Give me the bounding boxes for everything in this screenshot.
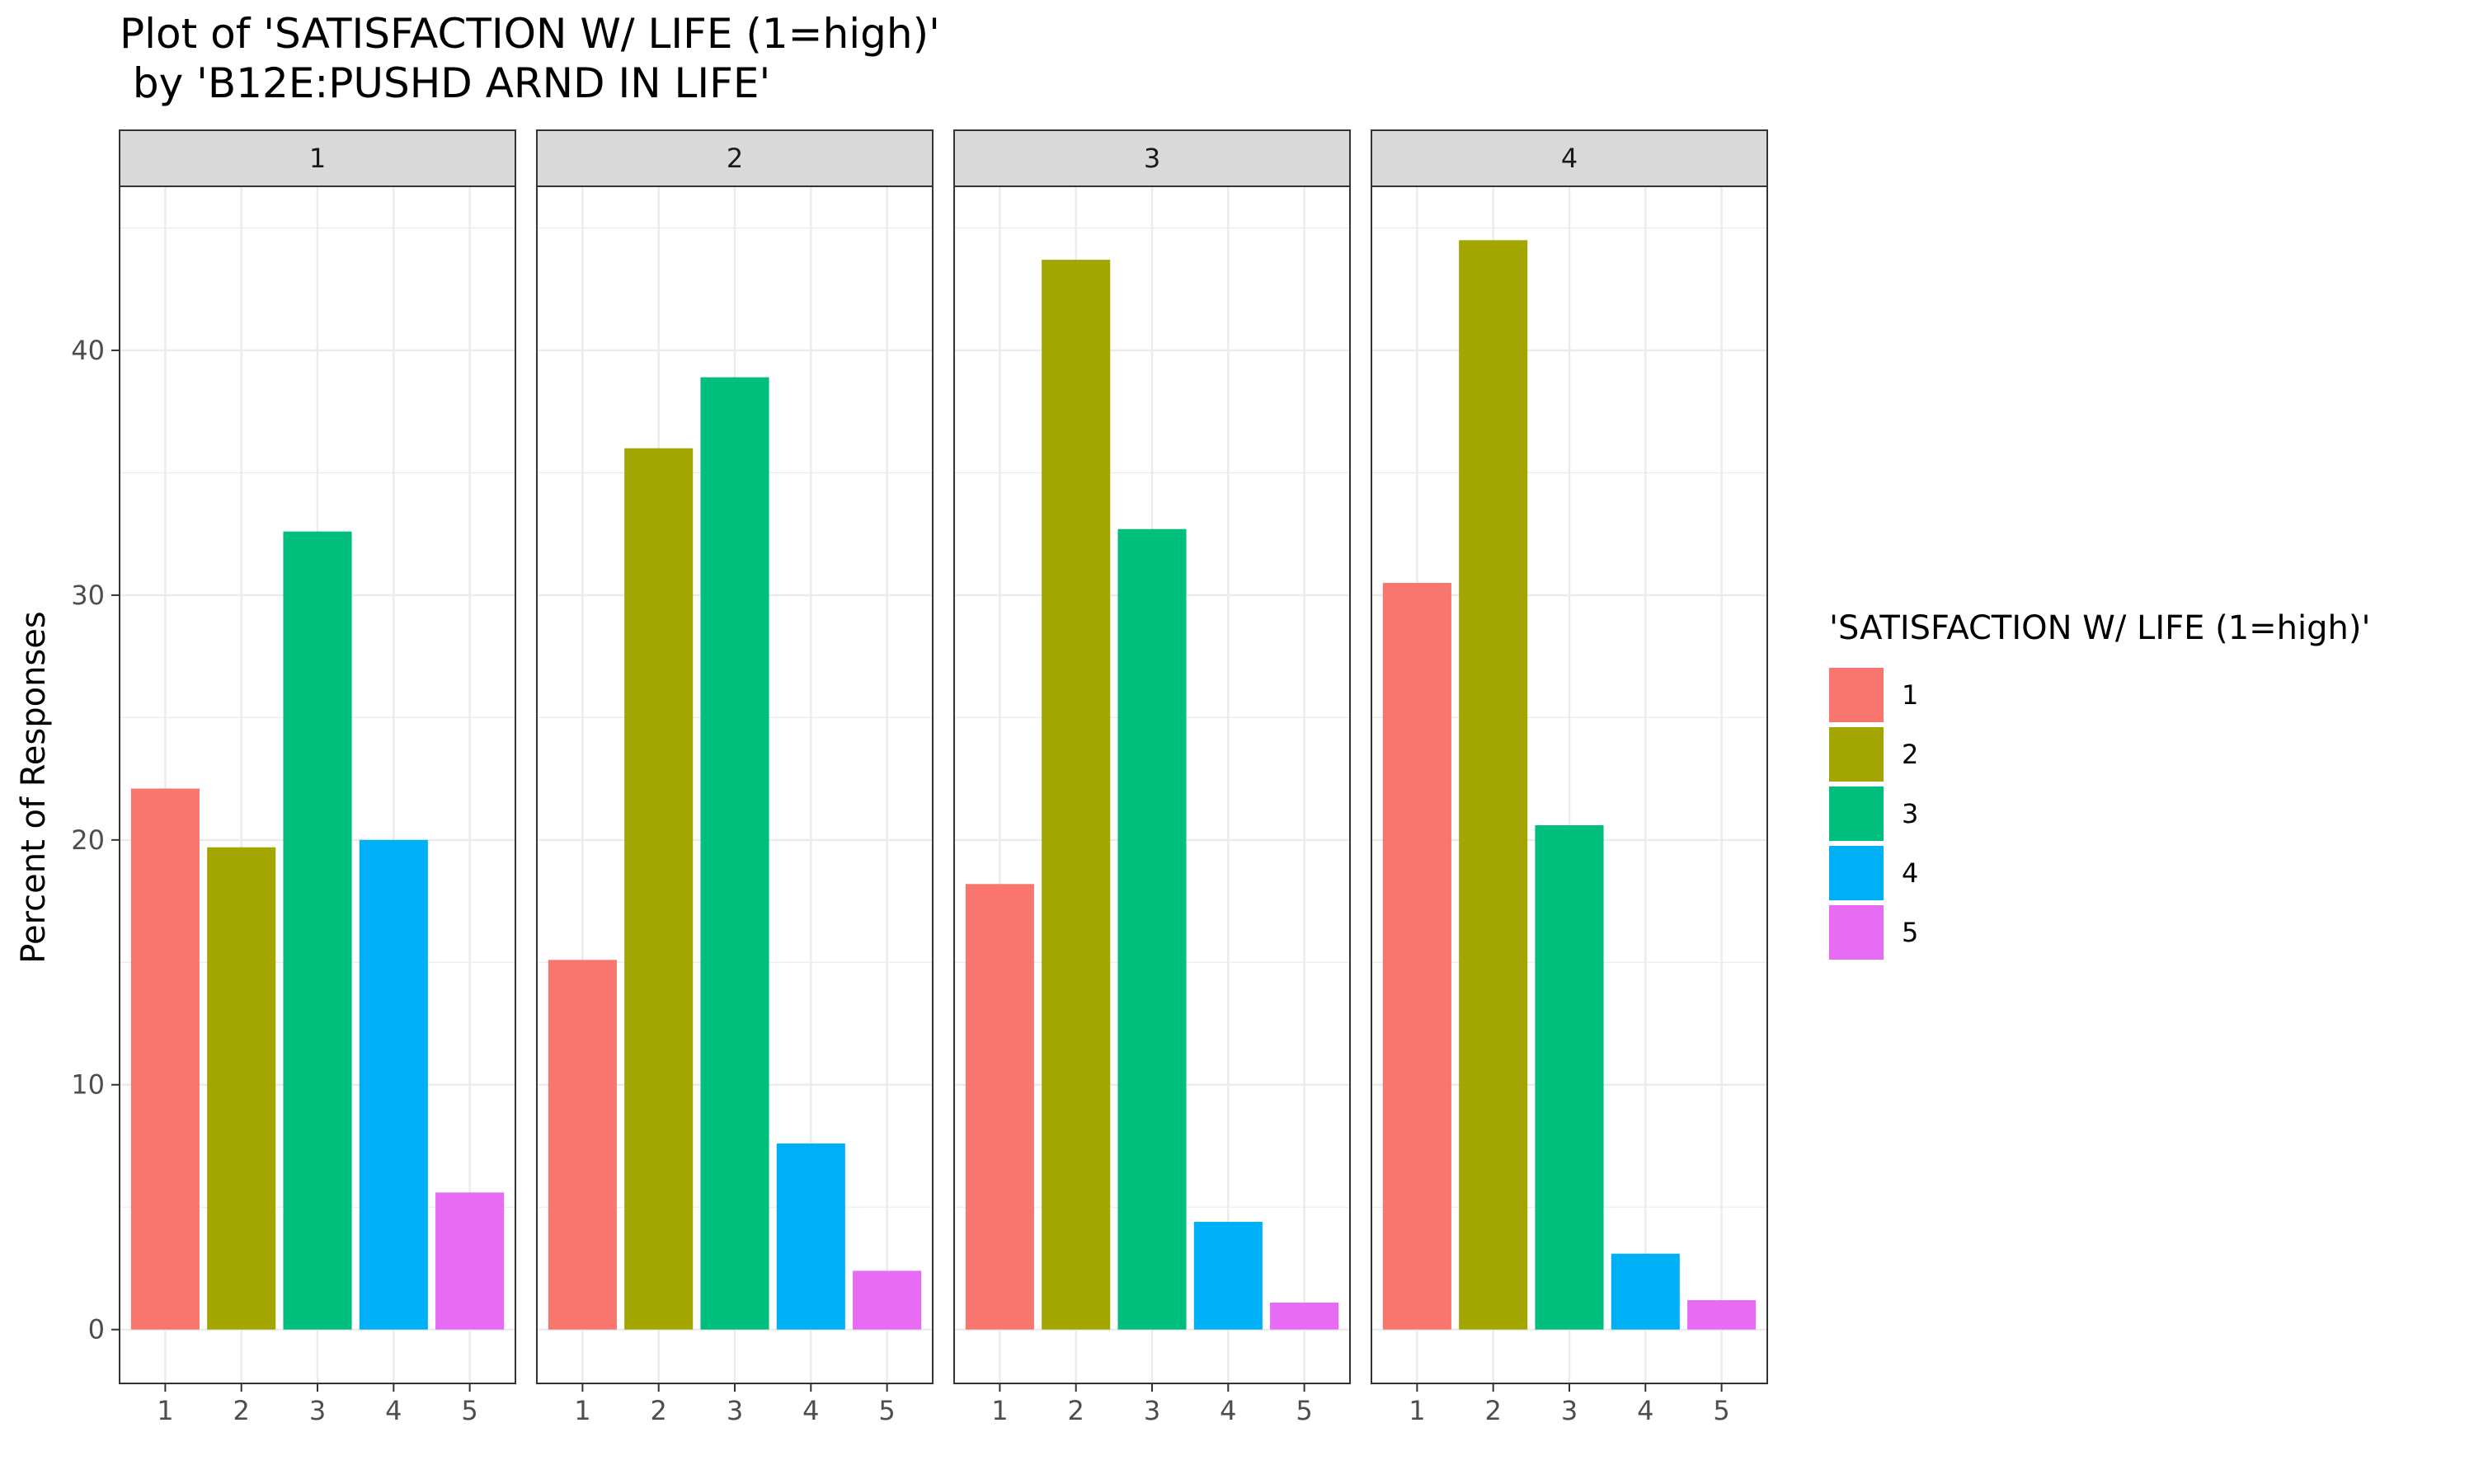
- x-tick-label: 3: [1561, 1395, 1578, 1426]
- bar-panel-2-cat-4: [776, 1144, 845, 1330]
- bar-panel-4-cat-3: [1535, 824, 1604, 1330]
- x-tick-label: 3: [309, 1395, 326, 1426]
- legend-label-4: 4: [1902, 857, 1918, 889]
- bar-panel-2-cat-2: [624, 448, 694, 1330]
- legend-key-5: [1829, 905, 1884, 960]
- legend-label-1: 1: [1902, 679, 1918, 711]
- bar-panel-2-cat-1: [548, 960, 617, 1330]
- y-tick-label: 30: [71, 580, 105, 611]
- legend-label-3: 3: [1902, 798, 1918, 829]
- y-axis: 0 10 20 30 40: [71, 335, 120, 1345]
- bar-panel-2-cat-5: [853, 1270, 922, 1330]
- facet-strip: [953, 129, 1351, 187]
- facet-panel-2: 2 1 2 3 4 5: [536, 129, 934, 1426]
- bar-panel-1-cat-2: [207, 847, 276, 1330]
- legend-label-5: 5: [1902, 917, 1918, 948]
- bar-panel-1-cat-5: [435, 1192, 505, 1330]
- bar-panel-1-cat-3: [283, 531, 352, 1330]
- y-axis-label: Percent of Responses: [15, 611, 53, 963]
- facet-strip: [536, 129, 934, 187]
- bar-panel-3-cat-1: [965, 884, 1034, 1330]
- facet-strip: [1371, 129, 1768, 187]
- x-tick-label: 3: [727, 1395, 743, 1426]
- facet-strip-label: 2: [727, 143, 743, 174]
- y-tick-label: 20: [71, 824, 105, 856]
- y-tick-label: 10: [71, 1069, 105, 1101]
- bar-panel-4-cat-4: [1611, 1253, 1680, 1330]
- y-tick-label: 0: [88, 1314, 105, 1345]
- facet-strip-label: 1: [309, 143, 326, 174]
- bar-panel-2-cat-3: [700, 377, 769, 1330]
- facet-strip-label: 3: [1144, 143, 1160, 174]
- facet-panel-1: 1 1 2 3 4 5: [119, 129, 516, 1426]
- x-tick-label: 4: [802, 1395, 819, 1426]
- x-tick-label: 2: [651, 1395, 667, 1426]
- legend-title: 'SATISFACTION W/ LIFE (1=high)': [1829, 609, 2370, 647]
- x-tick-label: 2: [1485, 1395, 1502, 1426]
- x-tick-label: 3: [1144, 1395, 1160, 1426]
- bar-panel-1-cat-1: [130, 788, 200, 1330]
- facet-panel-4: 4 1 2 3 4 5: [1371, 129, 1768, 1426]
- facet-panel-3: 3 1 2 3 4 5: [953, 129, 1351, 1426]
- legend-key-4: [1829, 846, 1884, 900]
- legend-key-1: [1829, 668, 1884, 722]
- bar-panel-3-cat-3: [1117, 528, 1187, 1330]
- bar-panel-4-cat-2: [1459, 240, 1528, 1330]
- x-tick-label: 5: [1713, 1395, 1729, 1426]
- bar-panel-4-cat-5: [1687, 1300, 1757, 1330]
- legend-key-2: [1829, 727, 1884, 782]
- legend: 'SATISFACTION W/ LIFE (1=high)' 1 2 3 4 5: [1829, 609, 2370, 960]
- x-tick-label: 5: [878, 1395, 895, 1426]
- x-tick-label: 4: [385, 1395, 402, 1426]
- bar-panel-3-cat-5: [1270, 1303, 1339, 1330]
- bar-panel-3-cat-4: [1193, 1222, 1263, 1330]
- x-tick-label: 2: [233, 1395, 250, 1426]
- facet-panels: 1 1 2 3 4 5 2 1 2 3 4 5 3 1 2 3 4 5 4 1 2 3 4 5: [119, 129, 1768, 1426]
- x-tick-label: 5: [1296, 1395, 1312, 1426]
- chart-title-line-1: Plot of 'SATISFACTION W/ LIFE (1=high)': [120, 10, 940, 58]
- x-tick-label: 4: [1220, 1395, 1236, 1426]
- legend-key-3: [1829, 787, 1884, 841]
- x-tick-label: 1: [574, 1395, 590, 1426]
- facet-strip: [119, 129, 516, 187]
- legend-label-2: 2: [1902, 739, 1918, 770]
- x-tick-label: 5: [461, 1395, 477, 1426]
- x-tick-label: 1: [991, 1395, 1008, 1426]
- x-tick-label: 4: [1637, 1395, 1653, 1426]
- x-tick-label: 2: [1068, 1395, 1084, 1426]
- y-tick-label: 40: [71, 335, 105, 366]
- bar-panel-4-cat-1: [1382, 583, 1451, 1330]
- bar-panel-3-cat-2: [1042, 260, 1111, 1330]
- x-tick-label: 1: [157, 1395, 173, 1426]
- facet-strip-label: 4: [1561, 143, 1578, 174]
- x-tick-label: 1: [1409, 1395, 1425, 1426]
- chart-title-line-2: by 'B12E:PUSHD ARND IN LIFE': [120, 59, 770, 107]
- bar-panel-1-cat-4: [359, 839, 428, 1330]
